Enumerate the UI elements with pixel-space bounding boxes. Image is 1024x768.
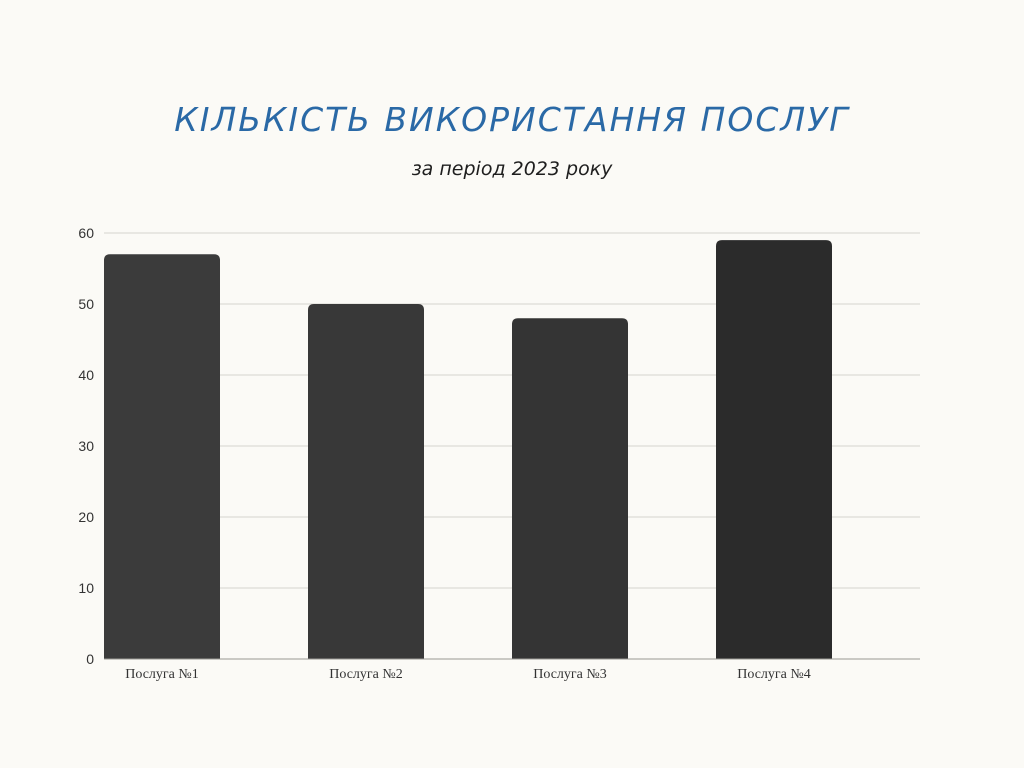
y-tick-label: 0	[86, 651, 94, 667]
x-category-label: Послуга №4	[737, 667, 810, 682]
y-tick-label: 30	[78, 438, 94, 454]
chart-subtitle: за період 2023 року	[411, 158, 613, 180]
y-tick-label: 20	[78, 509, 94, 525]
bar	[308, 304, 424, 659]
x-category-label: Послуга №3	[533, 667, 606, 682]
chart-title: КІЛЬКІСТЬ ВИКОРИСТАННЯ ПОСЛУГ	[174, 100, 850, 139]
y-tick-label: 50	[78, 296, 94, 312]
y-tick-label: 10	[78, 580, 94, 596]
y-tick-label: 40	[78, 367, 94, 383]
x-category-label: Послуга №2	[329, 667, 402, 682]
y-tick-label: 60	[78, 225, 94, 241]
bar	[716, 240, 832, 659]
bar	[512, 318, 628, 659]
bar	[104, 254, 220, 660]
x-category-label: Послуга №1	[125, 667, 198, 682]
